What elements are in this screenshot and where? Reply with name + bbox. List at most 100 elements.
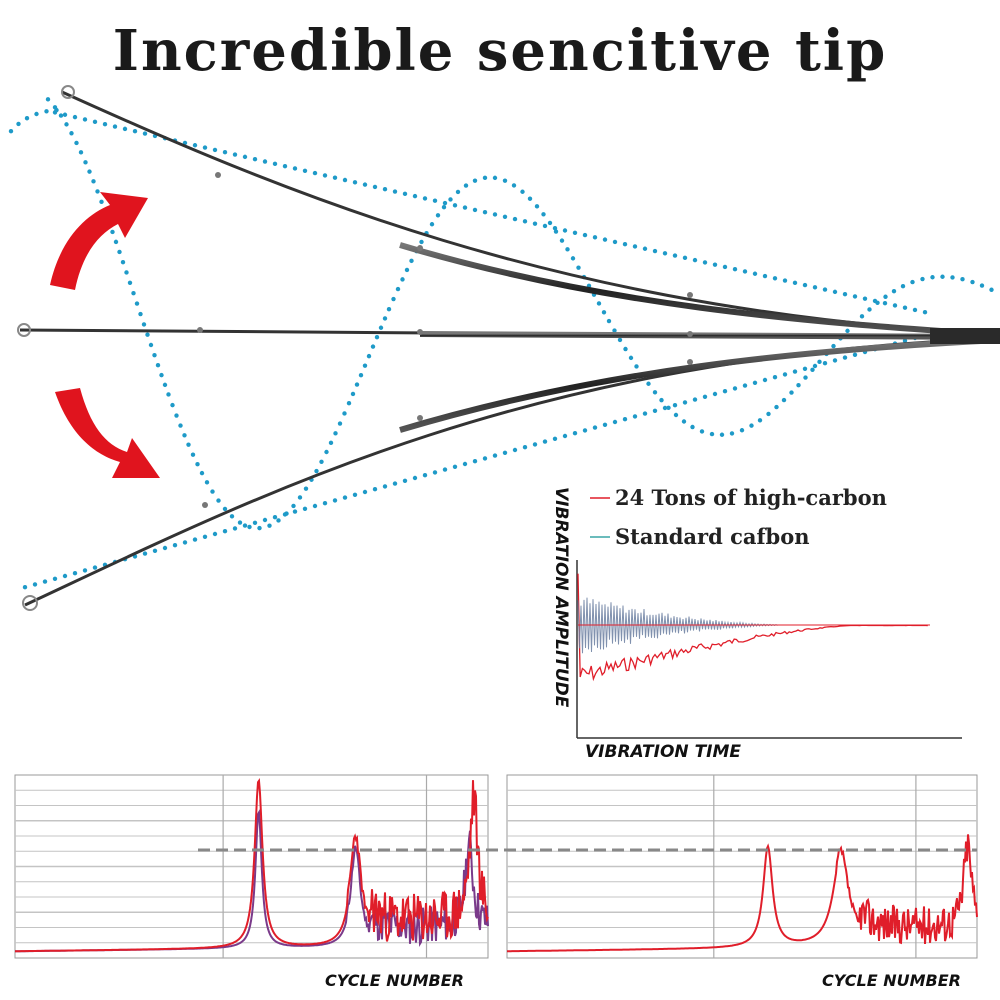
rod-guide (202, 502, 208, 508)
dot (634, 364, 639, 369)
dot (789, 390, 794, 395)
dot (34, 111, 39, 117)
dot (739, 428, 745, 433)
dot (592, 235, 598, 240)
dot (303, 486, 309, 491)
dot (72, 114, 78, 120)
dot (342, 495, 348, 500)
dot (192, 537, 198, 542)
dot (314, 468, 319, 474)
arrow-down-icon (55, 388, 160, 478)
dot (62, 112, 68, 117)
dot (395, 286, 401, 292)
dot (252, 520, 258, 525)
dot (382, 187, 388, 192)
cycle-chart-2-series-red (507, 834, 978, 953)
dot (462, 205, 468, 210)
dotted-wave (45, 97, 994, 531)
dot (216, 498, 221, 503)
dot (642, 411, 648, 416)
dot (358, 372, 364, 378)
dot (378, 325, 384, 330)
dot (117, 249, 122, 255)
vibration-amplitude-chart: 24 Tons of high-carbon Standard cafbon V… (551, 485, 962, 762)
dot (662, 405, 668, 411)
dot (72, 571, 78, 576)
dot (262, 517, 268, 523)
dot (547, 220, 553, 226)
cycle-chart-2-xlabel: CYCLE NUMBER (822, 971, 961, 990)
dot (576, 265, 581, 270)
dot (950, 275, 955, 280)
legend-label-standard: Standard cafbon (615, 524, 809, 549)
rod-guide (17, 323, 31, 337)
dot (900, 284, 906, 289)
dot (332, 498, 338, 503)
dot (282, 163, 288, 169)
dot (512, 447, 518, 453)
dot (134, 301, 140, 306)
dot (24, 116, 30, 121)
dot (596, 301, 602, 306)
dot (822, 287, 828, 292)
rod-upper (61, 90, 931, 332)
dot (832, 358, 838, 363)
dot (892, 303, 898, 308)
cycle-chart-1: CYCLE NUMBER (14, 774, 489, 990)
dot (729, 431, 735, 436)
dot (832, 289, 838, 295)
dot (190, 452, 196, 457)
dotted-lower-envelope (22, 335, 918, 590)
cycle-chart-1-xlabel: CYCLE NUMBER (325, 971, 464, 990)
rod-guide (687, 359, 693, 365)
dot (565, 247, 570, 252)
dot (902, 305, 908, 310)
dot (902, 338, 908, 343)
dot (752, 271, 758, 276)
cycle-chart-1-series-red (15, 777, 489, 953)
dot (852, 352, 858, 357)
dot (527, 196, 533, 201)
dot (276, 518, 281, 523)
dot (152, 548, 158, 553)
dot (441, 204, 447, 210)
dot (232, 152, 238, 157)
dot (372, 184, 378, 190)
dot (632, 244, 638, 249)
dot (142, 551, 148, 556)
dot (672, 403, 678, 408)
dot (155, 363, 161, 368)
dot (83, 160, 88, 165)
dot (392, 481, 398, 486)
dot (386, 307, 392, 312)
dot (796, 383, 801, 388)
dot (162, 545, 168, 551)
dotted-upper-envelope (52, 110, 928, 315)
dot (412, 475, 418, 481)
dot (646, 381, 651, 386)
dot (148, 342, 154, 348)
dot (302, 506, 308, 511)
dot (112, 124, 118, 129)
dot (64, 122, 69, 127)
dot (237, 520, 243, 525)
dot (182, 433, 187, 438)
dot (332, 175, 338, 180)
dot (623, 346, 628, 352)
dot (562, 228, 568, 233)
dot (512, 216, 518, 222)
dot (749, 423, 754, 428)
dot (652, 408, 658, 413)
dot (195, 461, 200, 467)
dot (392, 189, 398, 194)
dot (382, 316, 388, 321)
dot (42, 579, 48, 584)
rod-guide (61, 85, 75, 99)
rod-guide (687, 331, 693, 337)
dot (553, 229, 559, 234)
dot (812, 285, 818, 290)
dot (472, 459, 478, 464)
dot (883, 294, 888, 299)
rod-guide (687, 292, 693, 298)
